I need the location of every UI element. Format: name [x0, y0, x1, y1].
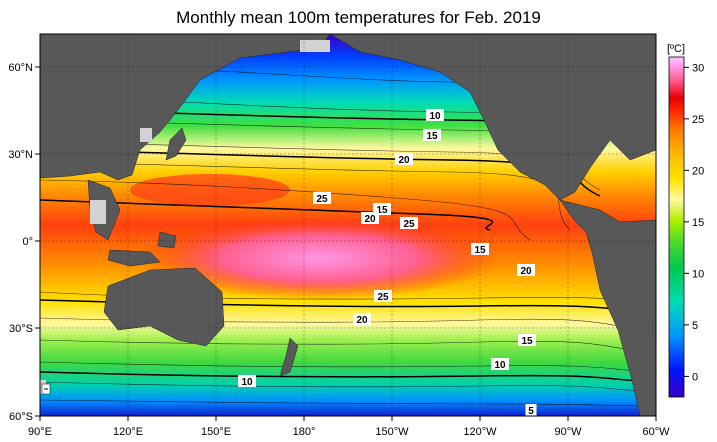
contour-label-bg [518, 334, 536, 346]
land [40, 34, 656, 416]
new-zealand-land [279, 337, 299, 377]
contour-label-bg [525, 404, 537, 416]
colorbar-ticks: 0 5 10 15 20 25 30 [684, 62, 704, 383]
contour-label: 20 [364, 214, 376, 225]
lon-tick-label: 120°W [463, 426, 497, 438]
colorbar: [ºC] 0 5 10 15 20 25 30 [667, 43, 704, 398]
contour-label-bg [353, 313, 371, 325]
latitude-axis: 60°N 30°N 0° 30°S 60°S [8, 62, 40, 423]
contour-label-bg [238, 375, 256, 387]
contour-label-bg [313, 192, 331, 204]
grid-lines [40, 34, 656, 416]
contour-label: 15 [376, 205, 388, 216]
north-warm-band [130, 174, 290, 206]
lat-tick-label: 30°N [8, 149, 33, 161]
indonesia-land [107, 249, 161, 267]
lat-tick-label: 60°S [9, 411, 33, 423]
south-america-land [559, 199, 656, 416]
contour-label: 10 [494, 360, 506, 371]
contour-label-bg [491, 358, 509, 370]
colorbar-tick-label: 25 [692, 114, 704, 126]
borneo-land [157, 231, 177, 249]
contour-label-bg [361, 212, 379, 224]
contour-label: 20 [398, 155, 410, 166]
lon-tick-label: 90°E [28, 426, 52, 438]
colorbar-tick-label: 15 [692, 217, 704, 229]
contour-label-bg [395, 153, 413, 165]
contour-label: 10 [241, 377, 253, 388]
contour-label: 20 [356, 315, 368, 326]
contour-label: 25 [316, 194, 328, 205]
contour-label-bg [471, 243, 489, 255]
map-title: Monthly mean 100m temperatures for Feb. … [176, 8, 541, 27]
warm-pool [140, 216, 500, 300]
contour-label-bg [400, 217, 418, 229]
lon-tick-label: 120°E [113, 426, 143, 438]
colorbar-ramp [668, 56, 685, 398]
contour-label: 15 [426, 131, 438, 142]
contour-label-bg [423, 129, 441, 141]
contour-label: 10 [429, 111, 441, 122]
colorbar-tick-label: 0 [692, 371, 698, 383]
north-america-land [329, 34, 656, 201]
contour-label: 25 [377, 292, 389, 303]
colorbar-tick-label: 5 [692, 320, 698, 332]
lon-tick-label: 60°W [642, 426, 670, 438]
contour-label: 15 [521, 336, 533, 347]
lat-tick-label: 30°S [9, 323, 33, 335]
lon-tick-label: 150°W [375, 426, 409, 438]
lat-tick-label: 60°N [8, 62, 33, 74]
map-frame [39, 33, 657, 417]
contour-label-bg [374, 290, 392, 302]
lon-tick-label: 150°E [201, 426, 231, 438]
longitude-axis: 90°E 120°E 150°E 180° 150°W 120°W 90°W 60°W [28, 416, 670, 438]
colorbar-tick-label: 30 [692, 62, 704, 74]
no-data [40, 40, 330, 394]
colorbar-tick-label: 10 [692, 268, 704, 280]
colorbar-tick-label: 20 [692, 165, 704, 177]
lat-tick-label: 0° [22, 236, 33, 248]
contour-label: 15 [474, 245, 486, 256]
contour-label-bg [517, 264, 535, 276]
lon-tick-label: 90°W [554, 426, 582, 438]
contour-label-bg [426, 109, 444, 121]
contour-label: 20 [520, 266, 532, 277]
lon-tick-label: 180° [293, 426, 316, 438]
australia-land [103, 267, 225, 347]
contour-label: 25 [403, 219, 415, 230]
contour-label: 5 [528, 406, 534, 417]
colorbar-unit: [ºC] [667, 43, 685, 55]
japan-land [165, 127, 187, 161]
